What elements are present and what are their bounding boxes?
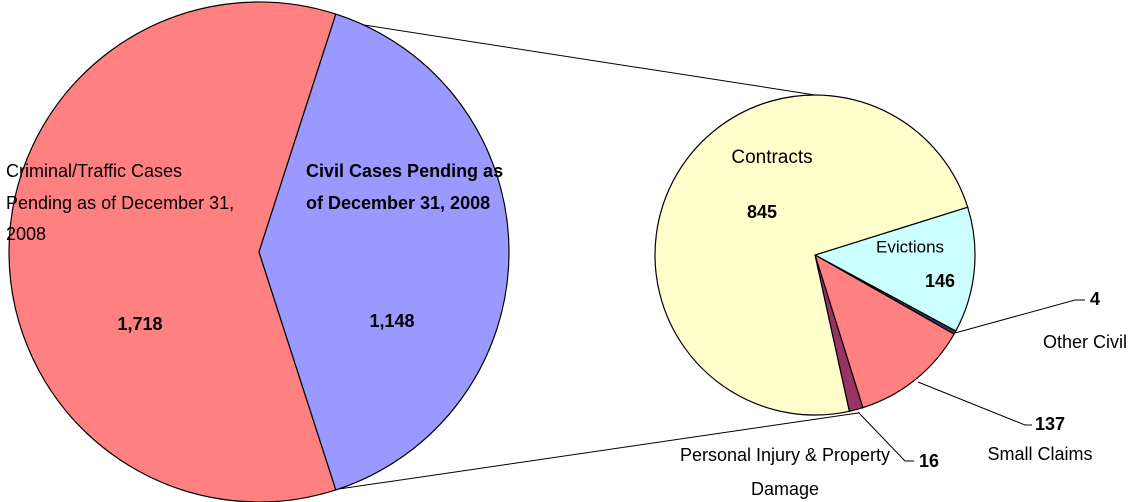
pie-slice <box>8 1 337 502</box>
slice-label: Criminal/Traffic Cases Pending as of Dec… <box>6 161 235 245</box>
slice-label-box: Criminal/Traffic Cases Pending as of Dec… <box>6 161 235 245</box>
slice-label: Personal Injury & Property Damage <box>679 445 891 499</box>
value-label: 1,718 <box>117 314 162 334</box>
value-label: 845 <box>747 202 777 222</box>
pie-slice <box>813 206 976 332</box>
pie-slice <box>258 13 510 491</box>
connector-line <box>331 412 859 491</box>
slice-label-box: Personal Injury & Property Damage <box>679 445 891 499</box>
pie-slice <box>654 94 969 416</box>
slice-label: Civil Cases Pending as of December 31, 2… <box>306 161 504 213</box>
leader-line <box>954 299 1085 334</box>
value-label: 4 <box>1090 289 1100 309</box>
value-label: 1,148 <box>369 311 414 331</box>
slice-label: Small Claims <box>987 444 1092 464</box>
slice-label: Evictions <box>876 237 944 256</box>
leader-line <box>857 411 914 462</box>
slice-label: Other Civil <box>1043 332 1127 352</box>
value-label: 137 <box>1035 414 1065 434</box>
connector-line <box>331 19 816 96</box>
value-label: 146 <box>925 271 955 291</box>
slice-label: Contracts <box>731 147 812 168</box>
value-label: 16 <box>919 451 939 471</box>
slice-label-box: Civil Cases Pending as of December 31, 2… <box>306 161 504 213</box>
pie-slice <box>813 253 955 409</box>
leader-line <box>917 381 1032 426</box>
